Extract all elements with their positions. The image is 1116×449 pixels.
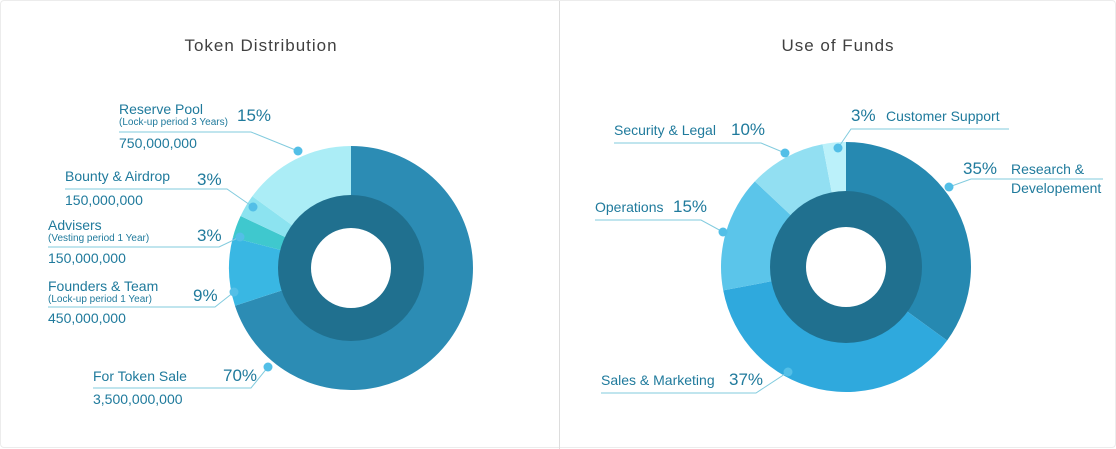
use-of-funds-panel: Use of Funds Security & Legal 10% 3% Cus… [559, 1, 1116, 449]
token-distribution-title: Token Distribution [184, 36, 338, 55]
segment-note-advisers: (Vesting period 1 Year) [48, 233, 150, 244]
segment-label-founders-team: Founders & Team [48, 278, 159, 294]
segment-percent-reserve-pool: 15% [237, 106, 272, 125]
segment-amount-reserve-pool: 750,000,000 [119, 135, 197, 151]
callout-dot-for-token-sale [263, 362, 273, 372]
callout-dot-bounty-airdrop [248, 202, 258, 212]
use-of-funds-callout-lines [595, 128, 1103, 394]
donut-wedges [720, 142, 972, 393]
segment-amount-advisers: 150,000,000 [48, 250, 126, 266]
segment-percent-research-developement: 35% [963, 159, 998, 178]
segment-percent-advisers: 3% [197, 226, 222, 245]
callout-dot-sales-marketing [783, 367, 793, 377]
token-distribution-donut-chart [48, 131, 473, 390]
callout-dot-reserve-pool [293, 146, 303, 156]
callout-line-bounty-airdrop [65, 188, 254, 208]
donut-hole [311, 228, 391, 308]
segment-label-bounty-airdrop: Bounty & Airdrop [65, 168, 171, 184]
use-of-funds-title: Use of Funds [781, 36, 895, 55]
callout-line-reserve-pool [119, 131, 299, 152]
segment-percent-founders-team: 9% [193, 286, 218, 305]
use-of-funds-donut-chart [595, 128, 1103, 394]
segment-percent-security-legal: 10% [731, 120, 766, 139]
segment-label-for-token-sale: For Token Sale [93, 368, 187, 384]
callout-line-research-developement [948, 178, 1103, 188]
callout-line-advisers [48, 236, 241, 248]
callout-line-founders-team [48, 291, 235, 308]
donut-wedges [228, 146, 473, 390]
segment-amount-bounty-airdrop: 150,000,000 [65, 192, 143, 208]
callout-dot-advisers [235, 232, 245, 242]
panel-divider [559, 1, 560, 449]
callout-line-security-legal [614, 142, 786, 154]
segment-label-customer-support: Customer Support [886, 108, 1000, 124]
segment-label-advisers: Advisers [48, 217, 102, 233]
segment-amount-founders-team: 450,000,000 [48, 310, 126, 326]
callout-dot-operations [718, 227, 728, 237]
segment-label-research-developement: Research & Developement [1011, 161, 1102, 196]
token-distribution-panel: Token Distribution Reserve Pool (Lock-up… [1, 1, 559, 449]
segment-percent-operations: 15% [673, 197, 708, 216]
segment-label-security-legal: Security & Legal [614, 122, 716, 138]
callout-line-operations [595, 219, 724, 233]
segment-percent-customer-support: 3% [851, 106, 876, 125]
segment-percent-bounty-airdrop: 3% [197, 170, 222, 189]
callout-dot-founders-team [229, 287, 239, 297]
segment-percent-for-token-sale: 70% [223, 366, 258, 385]
callout-dot-security-legal [780, 148, 790, 158]
segment-percent-sales-marketing: 37% [729, 370, 764, 389]
callout-line-for-token-sale [93, 366, 269, 389]
segment-amount-for-token-sale: 3,500,000,000 [93, 391, 183, 407]
donut-hole [806, 227, 886, 307]
callout-line-customer-support [837, 128, 1009, 149]
callout-line-sales-marketing [601, 371, 789, 394]
segment-label-sales-marketing: Sales & Marketing [601, 372, 715, 388]
segment-label-operations: Operations [595, 199, 664, 215]
callout-dot-customer-support [833, 143, 843, 153]
segment-note-reserve-pool: (Lock-up period 3 Years) [119, 117, 228, 128]
segment-note-founders-team: (Lock-up period 1 Year) [48, 294, 152, 305]
callout-dot-research-developement [944, 182, 954, 192]
segment-label-reserve-pool: Reserve Pool [119, 101, 204, 117]
token-distribution-callout-lines [48, 131, 303, 389]
